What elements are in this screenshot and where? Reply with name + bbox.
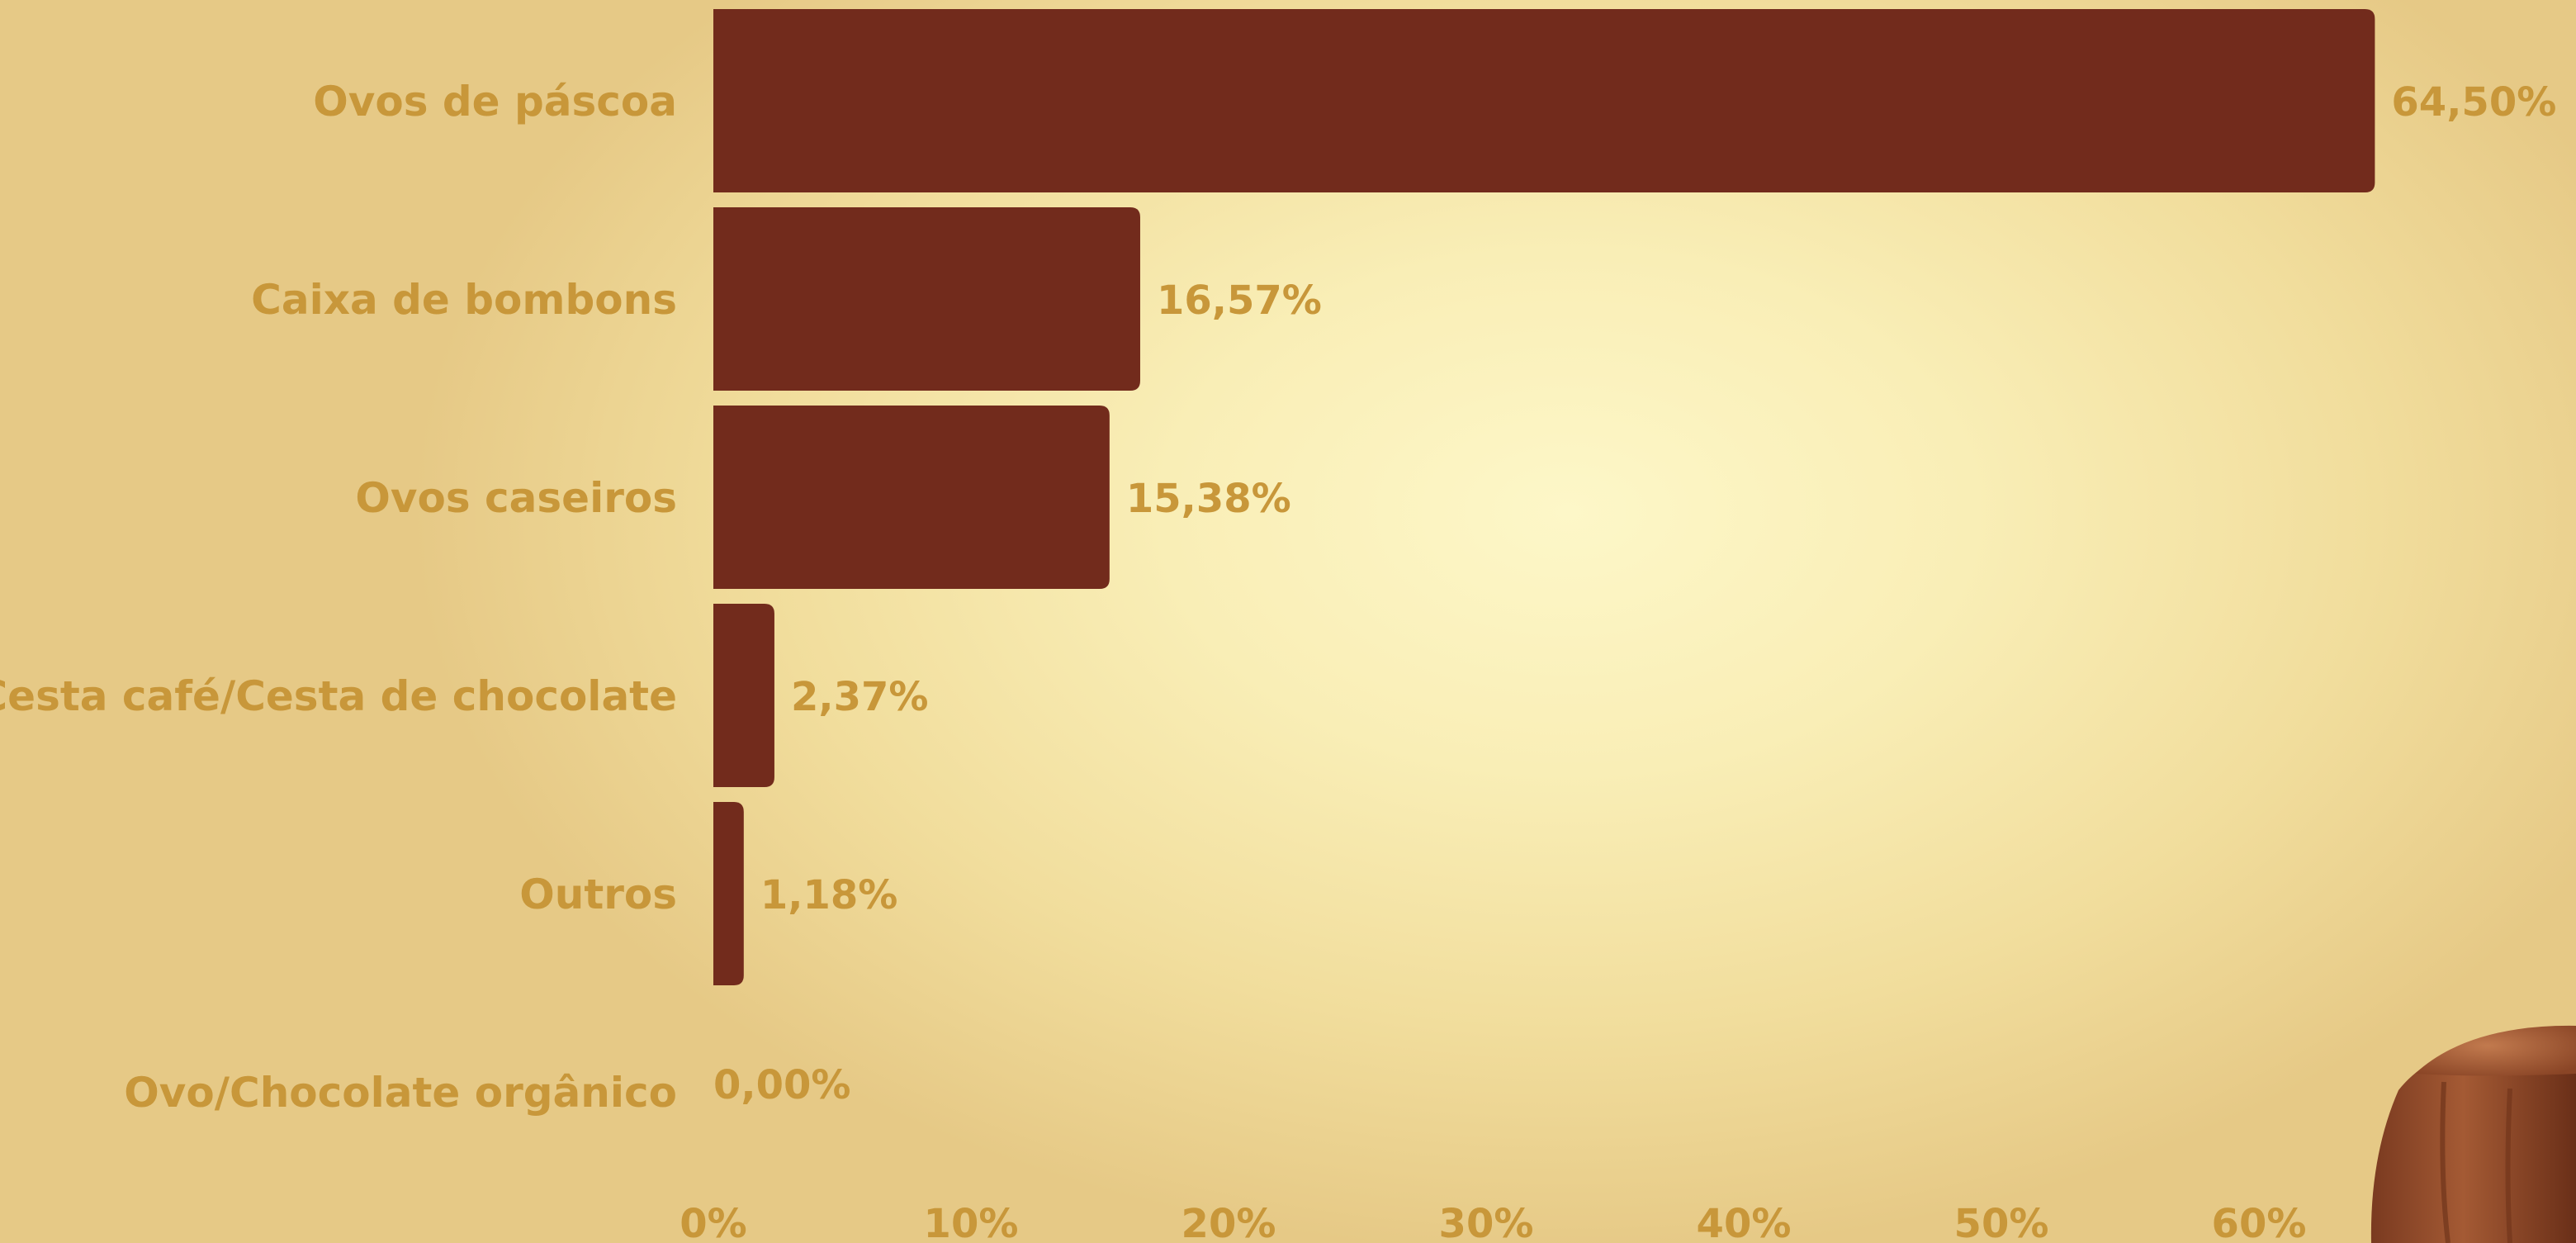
x-tick-label: 0% [680, 1201, 747, 1243]
bar [713, 207, 1140, 391]
data-label: 15,38% [1126, 476, 1291, 522]
x-tick-label: 10% [924, 1201, 1019, 1243]
bar [713, 802, 744, 985]
category-label: Caixa de bombons [251, 276, 677, 324]
bar [713, 406, 1110, 589]
data-label: 16,57% [1157, 278, 1322, 324]
data-label: 64,50% [2391, 79, 2556, 126]
bar [713, 9, 2375, 192]
data-label: 2,37% [791, 674, 929, 720]
x-tick-label: 40% [1697, 1201, 1792, 1243]
bars-layer [713, 9, 2375, 985]
category-label: Ovos de páscoa [313, 78, 677, 126]
category-label: Ovos caseiros [355, 474, 677, 522]
data-label: 1,18% [760, 872, 898, 918]
bar [713, 604, 774, 787]
labels-layer: Ovos de páscoa 64,50% Caixa de bombons 16,5… [0, 78, 2556, 1117]
chocolate-bonbon-icon [2371, 1026, 2576, 1243]
x-tick-label: 50% [1954, 1201, 2049, 1243]
x-tick-label: 60% [2212, 1201, 2307, 1243]
category-label: Outros [519, 871, 677, 918]
category-label: Ovo/Chocolate orgânico [124, 1069, 677, 1117]
data-label: 0,00% [713, 1062, 851, 1108]
x-axis-ticks: 0% 10% 20% 30% 40% 50% 60% [680, 1201, 2306, 1243]
category-label: Cesta café/Cesta de chocolate [0, 672, 677, 720]
x-tick-label: 20% [1181, 1201, 1276, 1243]
x-tick-label: 30% [1439, 1201, 1534, 1243]
